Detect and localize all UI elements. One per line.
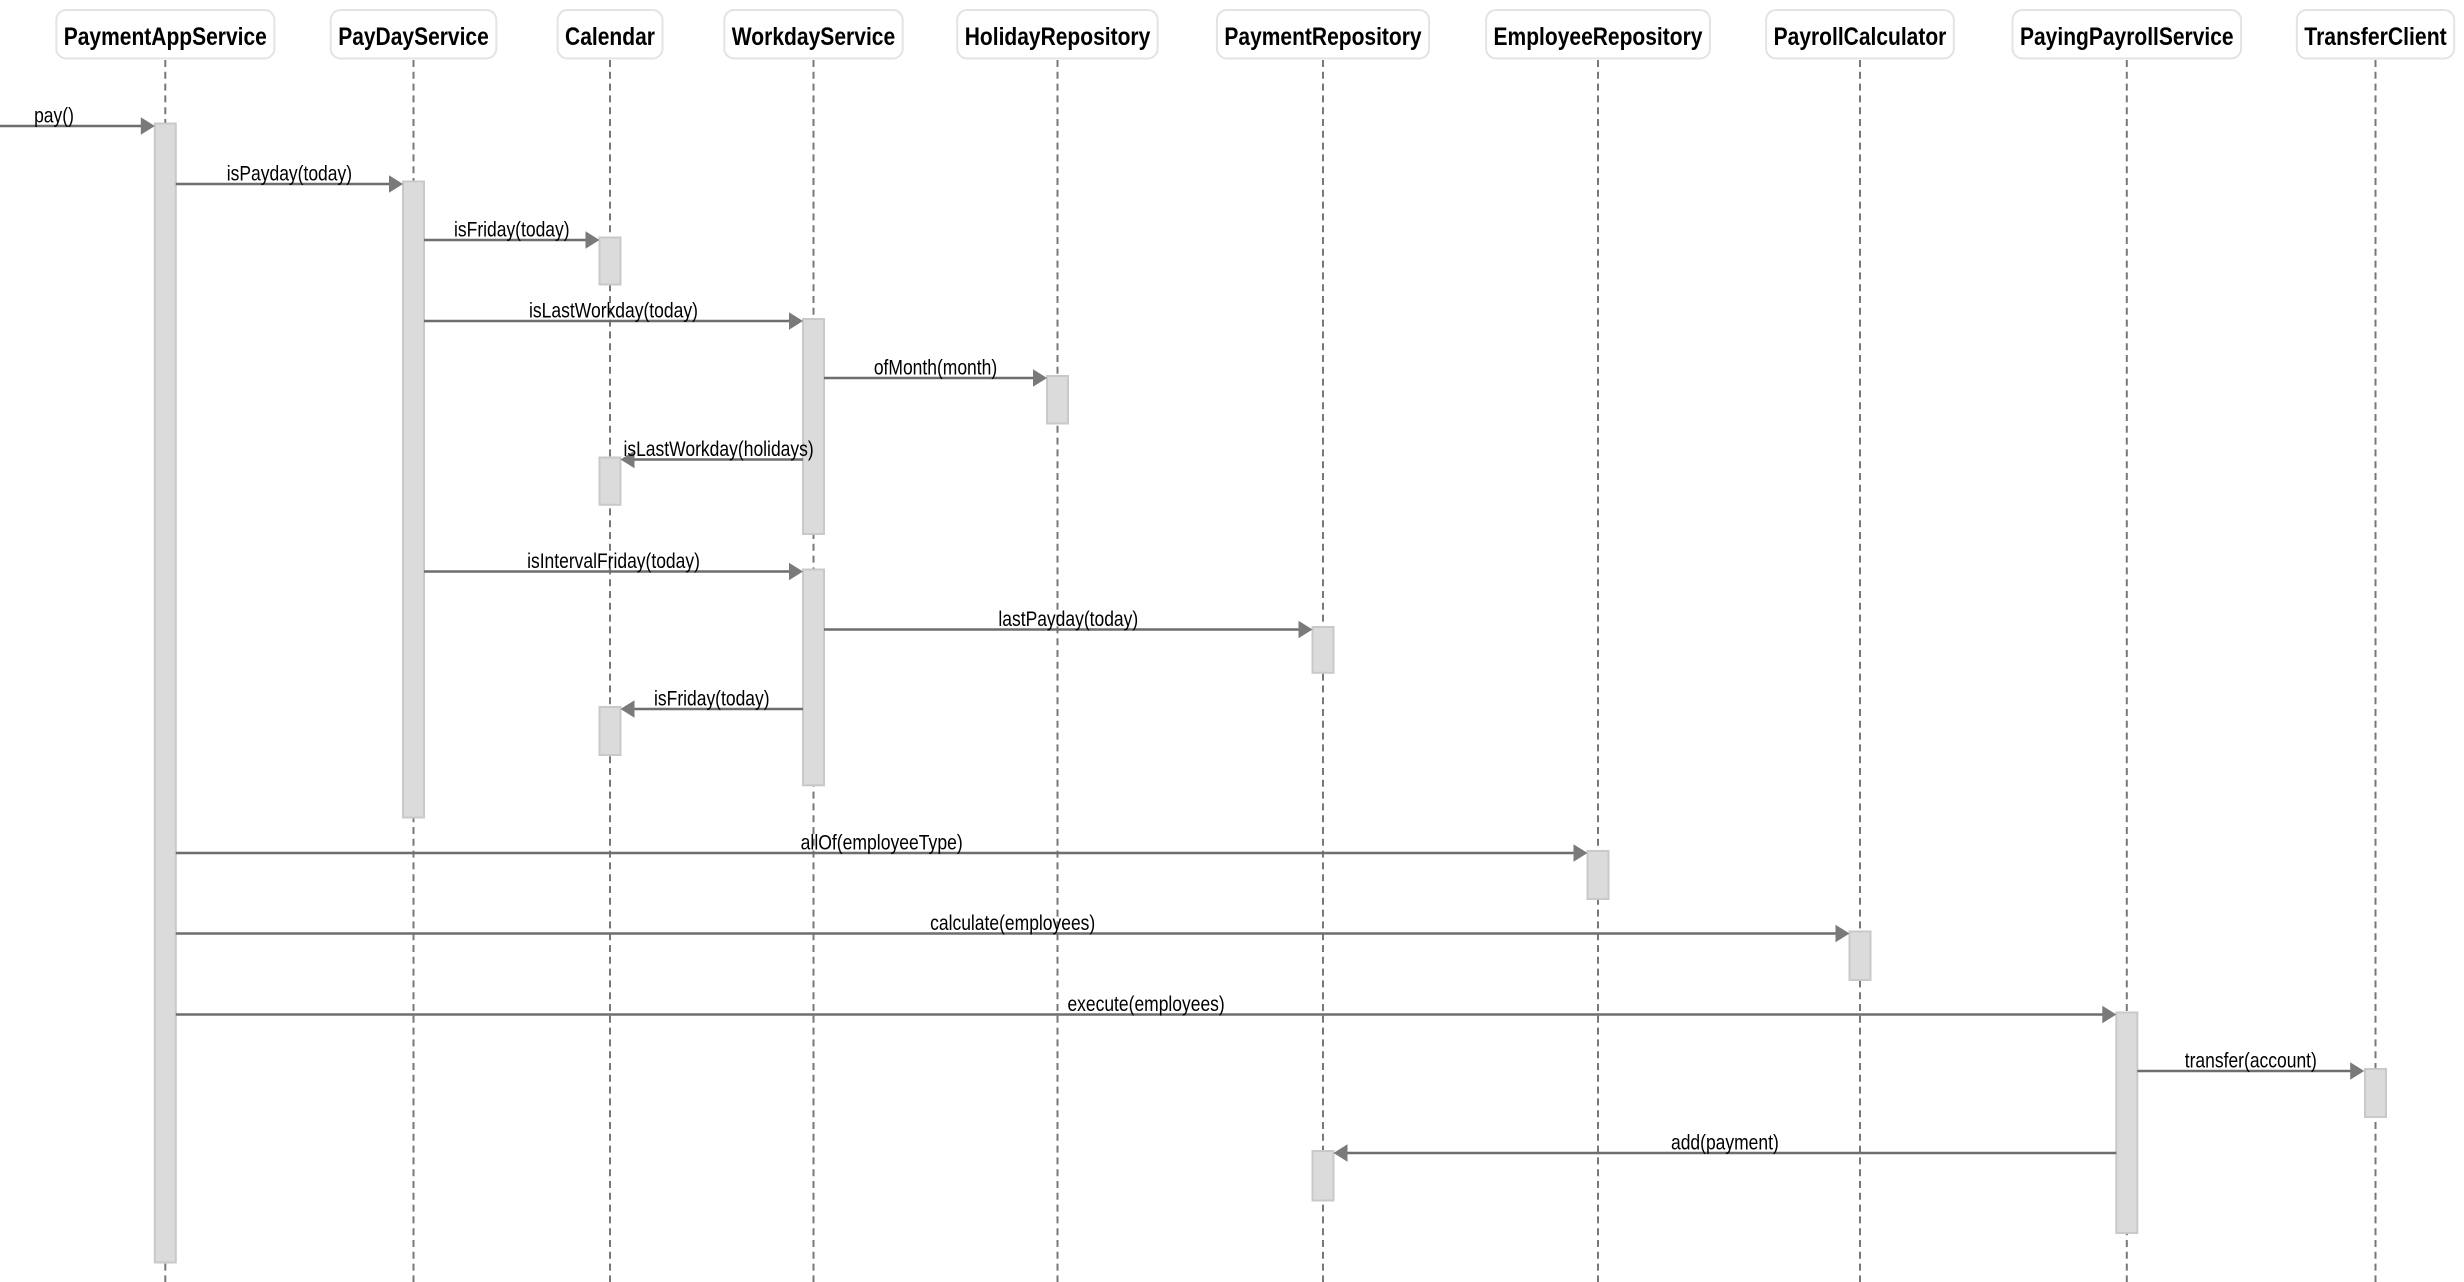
svg-text:PayrollCalculator: PayrollCalculator [1774,23,1947,51]
svg-text:WorkdayService: WorkdayService [732,23,895,51]
svg-text:PayDayService: PayDayService [338,23,489,51]
svg-text:isFriday(today): isFriday(today) [454,219,570,242]
svg-text:isIntervalFriday(today): isIntervalFriday(today) [527,550,700,573]
svg-text:isPayday(today): isPayday(today) [227,163,352,186]
svg-text:ofMonth(month): ofMonth(month) [874,357,997,380]
svg-text:PaymentAppService: PaymentAppService [64,23,267,51]
svg-text:transfer(account): transfer(account) [2185,1050,2317,1073]
svg-text:allOf(employeeType): allOf(employeeType) [801,832,963,855]
svg-text:TransferClient: TransferClient [2304,23,2447,51]
svg-text:HolidayRepository: HolidayRepository [965,23,1151,51]
svg-text:execute(employees): execute(employees) [1067,993,1224,1016]
svg-text:isLastWorkday(today): isLastWorkday(today) [529,300,698,323]
svg-text:pay(): pay() [34,105,74,128]
svg-text:PaymentRepository: PaymentRepository [1224,23,1421,51]
svg-text:Calendar: Calendar [565,23,655,51]
svg-text:EmployeeRepository: EmployeeRepository [1494,23,1703,51]
svg-text:isFriday(today): isFriday(today) [654,688,770,711]
svg-text:lastPayday(today): lastPayday(today) [998,608,1138,631]
svg-text:calculate(employees): calculate(employees) [930,912,1095,935]
svg-text:PayingPayrollService: PayingPayrollService [2020,23,2234,51]
svg-text:isLastWorkday(holidays): isLastWorkday(holidays) [623,438,813,461]
svg-text:add(payment): add(payment) [1671,1132,1779,1155]
